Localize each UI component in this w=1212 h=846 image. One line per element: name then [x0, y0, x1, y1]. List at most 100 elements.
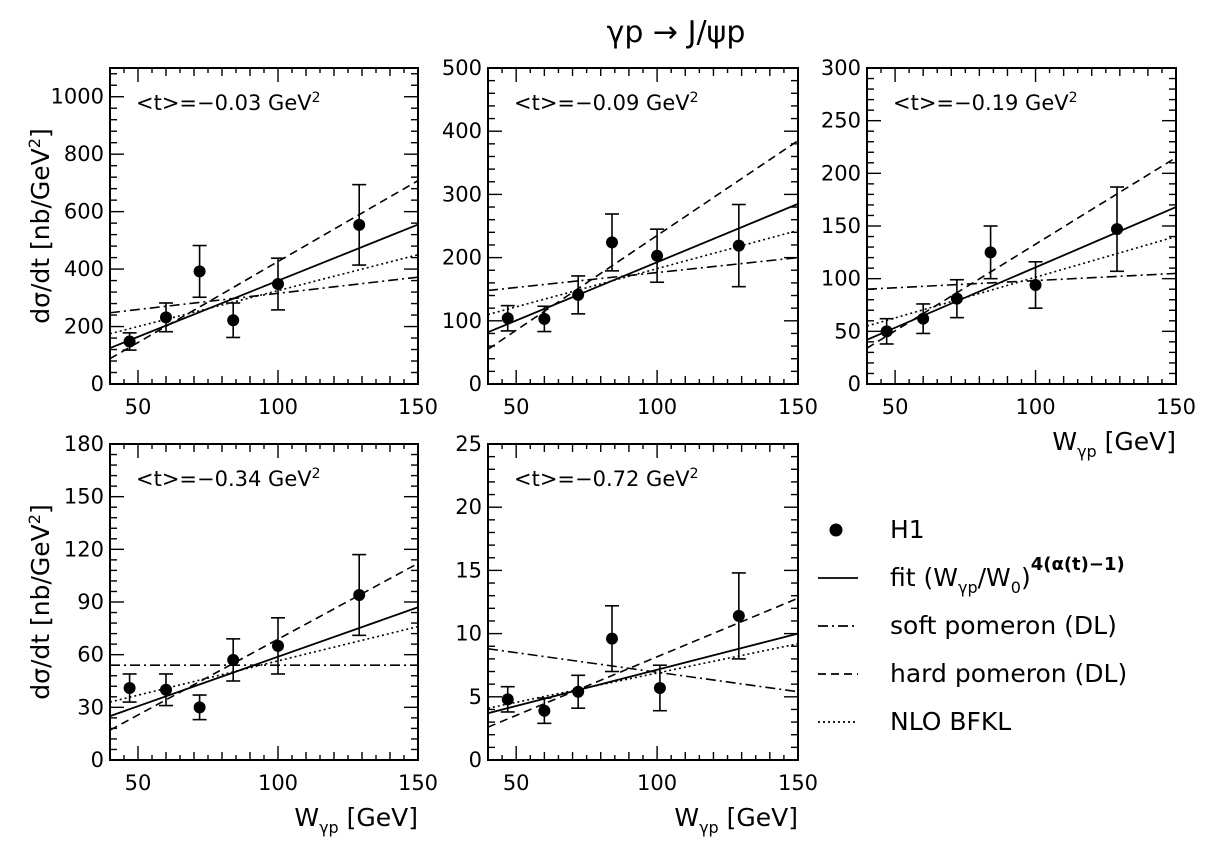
data-point: [227, 653, 240, 666]
panel-4: 50 100 150 0 30 60 90 120 150 180 <t>=−0.34 GeV2 dσ…: [25, 432, 438, 837]
curve-hard: [488, 140, 798, 350]
y-tick-label: 600: [64, 200, 104, 224]
legend-item-fit: fit (Wγp/W0)4(α(t)−1): [818, 554, 1125, 597]
legend-label: soft pomeron (DL): [890, 611, 1117, 640]
x-tick-label: 150: [1156, 395, 1196, 419]
y-tick-label: 50: [834, 319, 861, 343]
y-tick-label: 1000: [51, 85, 104, 109]
x-axis-label-subscript: γp: [319, 818, 339, 837]
curve-bfkl: [488, 229, 798, 316]
data-point: [272, 639, 284, 652]
panel-3: 50 100 150 0 50 100 150 200 250 300 <t>=−0.19 GeV2…: [821, 56, 1196, 461]
x-tick-label: 100: [258, 771, 298, 795]
data-point: [193, 265, 206, 278]
data-point: [1111, 223, 1124, 236]
x-tick-label: 50: [125, 395, 152, 419]
legend: H1 fit (Wγp/W0)4(α(t)−1) soft pomeron (DL)…: [818, 515, 1127, 736]
y-tick-label: 0: [469, 372, 482, 396]
data-point: [123, 682, 136, 695]
curve-soft: [110, 276, 418, 314]
curve-soft: [488, 256, 798, 292]
y-axis-label: dσ/dt [nb/GeV2]: [25, 504, 55, 699]
y-tick-label: 120: [64, 537, 104, 561]
data-point: [572, 685, 585, 698]
legend-sub: 0: [1011, 578, 1021, 597]
data-point: [193, 701, 206, 714]
x-tick-label: 150: [778, 771, 818, 795]
legend-sub: γp: [958, 578, 978, 597]
legend-label: NLO BFKL: [890, 707, 1011, 736]
legend-item-soft: soft pomeron (DL): [818, 611, 1117, 640]
plot-frame: [487, 67, 799, 385]
curves: [867, 156, 1176, 349]
y-tick-label: 400: [442, 119, 482, 143]
data-point: [160, 683, 172, 696]
data-point: [732, 239, 745, 252]
plot-frame: [487, 443, 799, 761]
y-tick-label: 180: [64, 432, 104, 456]
data-point: [653, 681, 666, 694]
legend-mid: /W: [978, 563, 1011, 592]
panel-annotation: <t>=−0.34 GeV2: [136, 466, 321, 491]
legend-mid: ): [1021, 563, 1031, 592]
y-tick-label: 100: [821, 267, 861, 291]
x-tick-label: 50: [125, 771, 152, 795]
panel-annotation: <t>=−0.03 GeV2: [136, 90, 321, 115]
curve-hard: [110, 562, 418, 731]
curves: [488, 140, 798, 350]
y-tick-label: 400: [64, 257, 104, 281]
y-tick-label: 200: [64, 315, 104, 339]
x-tick-label: 100: [637, 771, 677, 795]
data-point: [917, 312, 930, 325]
y-tick-label: 15: [455, 558, 482, 582]
y-tick-label: 300: [821, 56, 861, 80]
y-tick-label: 300: [442, 182, 482, 206]
curve-hard: [867, 156, 1176, 349]
legend-marker: [829, 523, 843, 537]
plot-frame: [109, 443, 419, 761]
data-point: [538, 704, 551, 717]
panel-5: 50 100 150 0 5 10 15 20 25 <t>=−0.72 GeV2 Wγp [GeV…: [455, 432, 818, 837]
y-tick-label: 10: [455, 622, 482, 646]
curve-bfkl: [110, 625, 418, 703]
curve-fit: [488, 203, 798, 334]
curve-fit: [110, 223, 418, 349]
annotation-superscript: 2: [1069, 90, 1078, 106]
panel-annotation: <t>=−0.09 GeV2: [514, 90, 699, 115]
x-axis-label-subscript: γp: [699, 818, 719, 837]
x-axis-label: Wγp [GeV]: [674, 803, 798, 837]
data-point: [606, 632, 618, 645]
y-tick-label: 150: [64, 485, 104, 509]
y-tick-label: 90: [77, 590, 104, 614]
data-point: [227, 314, 240, 327]
x-tick-label: 50: [882, 395, 909, 419]
y-axis-label: dσ/dt [nb/GeV2]: [25, 128, 55, 323]
curve-bfkl: [867, 235, 1176, 327]
data-point: [572, 288, 585, 301]
panel-2: 50 100 150 0 100 200 300 400 500 <t>=−0.09 GeV2: [442, 56, 818, 419]
legend-item-h1: H1: [829, 515, 925, 544]
y-tick-label: 5: [469, 685, 482, 709]
data-point: [880, 325, 893, 338]
y-tick-label: 30: [77, 695, 104, 719]
data-point: [984, 246, 997, 259]
x-tick-label: 100: [637, 395, 677, 419]
y-tick-label: 100: [442, 309, 482, 333]
curves: [488, 597, 798, 728]
panel-annotation: <t>=−0.72 GeV2: [514, 466, 699, 491]
curve-fit: [110, 606, 418, 717]
y-tick-label: 20: [455, 495, 482, 519]
data-point: [651, 249, 664, 262]
data-point: [1029, 278, 1042, 291]
legend-label: fit (Wγp/W0)4(α(t)−1): [890, 554, 1125, 597]
curve-bfkl: [488, 642, 798, 709]
panel-annotation: <t>=−0.19 GeV2: [893, 90, 1078, 115]
y-tick-label: 0: [91, 372, 104, 396]
x-axis-label-end: [GeV]: [339, 803, 418, 832]
data-point: [160, 311, 172, 324]
y-axis-label-end: ]: [26, 504, 55, 514]
y-tick-label: 0: [469, 748, 482, 772]
x-axis-label-end: [GeV]: [1097, 427, 1176, 456]
